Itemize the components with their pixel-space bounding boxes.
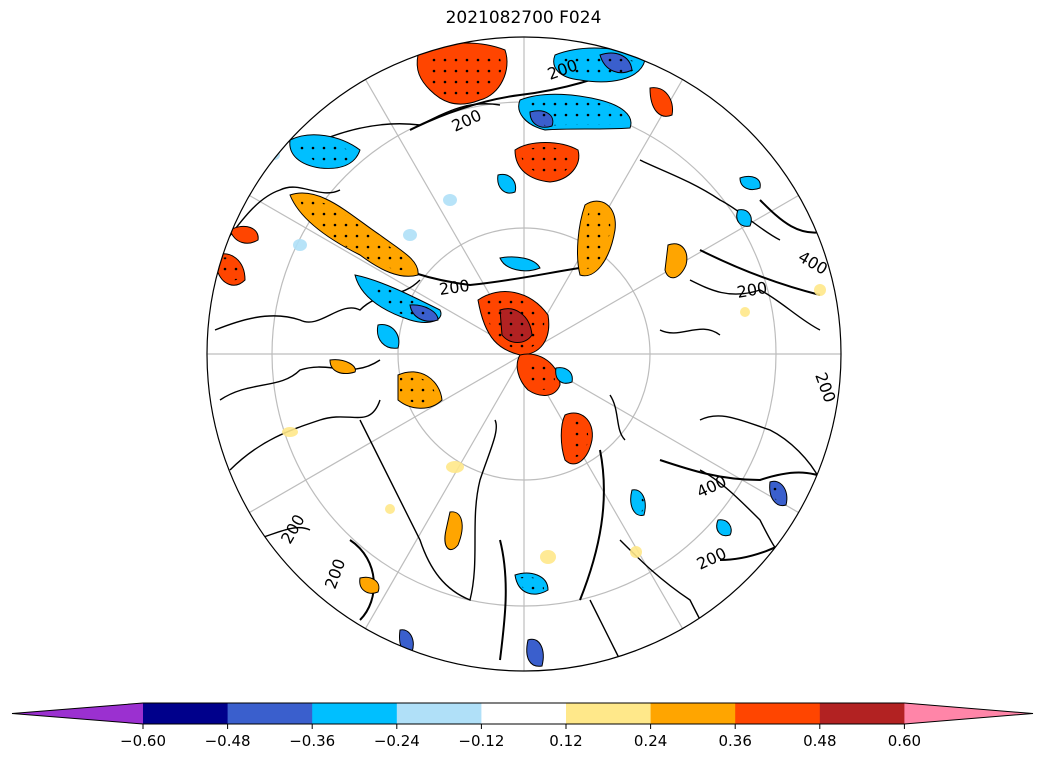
contour-labels: 200 200 200 200 400 200 400 200 200 200: [277, 55, 840, 591]
colorbar-segment: [396, 703, 482, 724]
colorbar-segment: [143, 703, 229, 724]
colorbar-segments: [11, 702, 1034, 725]
colorbar-segment: [312, 703, 398, 724]
chart-title: 2021082700 F024: [445, 8, 602, 28]
colorbar-tick-label: −0.36: [289, 732, 335, 750]
colorbar-tick-label: 0.48: [803, 732, 836, 750]
colorbar-segment: [227, 703, 313, 724]
colorbar-tick-label: −0.12: [458, 732, 504, 750]
colorbar-segment: [566, 703, 652, 724]
contour-label: 400: [694, 471, 730, 501]
colorbar-tick-label: 0.12: [549, 732, 582, 750]
colorbar-ticks: −0.60 −0.48 −0.36 −0.24 −0.12 0.12 0.24 0.36 0.4…: [120, 724, 921, 750]
colorbar-tick-label: 0.24: [634, 732, 667, 750]
map-content: 200 200 200 200 400 200 400 200 200 200: [207, 37, 841, 671]
height-contours: [349, 59, 831, 661]
contour-label: 200: [438, 276, 471, 299]
map-boundary: [206, 36, 842, 672]
contour-label: 200: [735, 278, 768, 302]
contour-label: 200: [321, 556, 349, 591]
contour-label: 400: [795, 247, 831, 279]
colorbar-extend-min: [12, 703, 143, 724]
colorbar-segment: [650, 703, 736, 724]
contour-label: 200: [811, 370, 839, 405]
colorbar-tick-label: −0.48: [205, 732, 251, 750]
contour-label: 200: [694, 543, 730, 573]
stippling: [222, 50, 784, 592]
colorbar-tick-label: −0.24: [374, 732, 420, 750]
colorbar: −0.60 −0.48 −0.36 −0.24 −0.12 0.12 0.24 0.36 0.4…: [11, 702, 1034, 750]
colorbar-segment: [481, 703, 567, 724]
colorbar-tick-label: −0.60: [120, 732, 166, 750]
contour-label: 200: [277, 511, 309, 547]
colorbar-segment: [735, 703, 821, 724]
colorbar-tick-label: 0.60: [888, 732, 921, 750]
colorbar-tick-label: 0.36: [718, 732, 751, 750]
colorbar-extend-max: [904, 703, 1033, 724]
colorbar-segment: [819, 703, 905, 724]
